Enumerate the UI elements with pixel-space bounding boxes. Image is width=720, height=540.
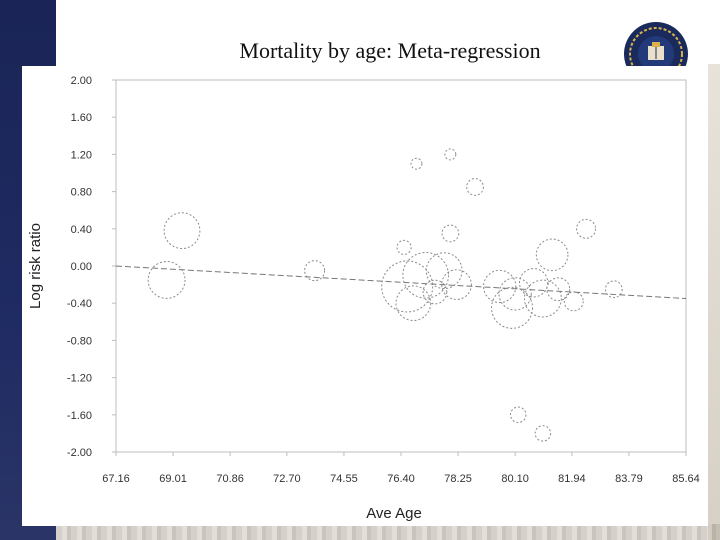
x-tick-label: 76.40 <box>387 473 415 485</box>
data-point-bubble <box>147 261 186 299</box>
data-point-bubble <box>483 269 517 304</box>
x-tick-labels: 67.16 69.01 70.86 72.70 74.55 76.40 78.25 80.10… <box>102 452 700 485</box>
data-point-bubble <box>410 157 423 170</box>
data-point-bubble <box>396 239 412 255</box>
data-point-bubble <box>425 252 463 290</box>
y-axis-label: Log risk ratio <box>27 223 44 309</box>
data-point-bubble <box>381 260 434 313</box>
x-tick-label: 80.10 <box>501 473 529 485</box>
y-tick-label: -1.20 <box>67 373 92 385</box>
slide-bottom-strip <box>56 524 720 540</box>
data-bubbles <box>147 148 623 442</box>
data-point-bubble <box>163 212 201 250</box>
x-tick-label: 78.25 <box>444 473 472 485</box>
data-point-bubble <box>441 224 460 243</box>
x-tick-label: 81.94 <box>558 473 586 485</box>
y-tick-labels: 2.00 1.60 1.20 0.80 0.40 0.00 -0.40 -0.80 -1.20 -… <box>67 75 116 459</box>
y-tick-label: 0.40 <box>71 224 92 236</box>
y-tick-label: -0.80 <box>67 335 92 347</box>
data-point-bubble <box>395 285 432 322</box>
data-point-bubble <box>604 280 623 299</box>
slide-right-strip <box>708 64 720 540</box>
plot-area-border <box>115 79 687 453</box>
data-point-bubble <box>304 260 326 282</box>
data-point-bubble <box>563 291 584 312</box>
data-point-bubble <box>441 269 472 300</box>
x-tick-label: 83.79 <box>615 473 643 485</box>
slide-title: Mortality by age: Meta-regression <box>239 38 541 63</box>
y-tick-label: -0.40 <box>67 298 92 310</box>
y-tick-label: 0.80 <box>71 187 92 199</box>
data-point-bubble <box>422 279 448 305</box>
data-point-bubble <box>491 286 534 329</box>
x-tick-label: 72.70 <box>273 473 301 485</box>
data-point-bubble <box>466 178 484 196</box>
x-tick-label: 85.64 <box>672 473 700 485</box>
x-tick-label: 69.01 <box>159 473 187 485</box>
x-tick-label: 74.55 <box>330 473 358 485</box>
x-tick-label: 67.16 <box>102 473 130 485</box>
x-axis-label: Ave Age <box>366 505 422 522</box>
data-point-bubble <box>402 251 449 299</box>
regression-line <box>115 265 687 300</box>
y-tick-label: 0.00 <box>71 261 92 273</box>
y-tick-label: 1.20 <box>71 149 92 161</box>
y-tick-label: -2.00 <box>67 447 92 459</box>
data-point-bubble <box>546 277 571 302</box>
chart-canvas: 2.00 1.60 1.20 0.80 0.40 0.00 -0.40 -0.80 -1.20 -… <box>27 75 700 522</box>
y-tick-label: 2.00 <box>71 75 92 87</box>
data-point-bubble <box>518 268 549 298</box>
chart-panel: 2.00 1.60 1.20 0.80 0.40 0.00 -0.40 -0.80 -1.20 -… <box>22 66 708 526</box>
data-point-bubble <box>576 218 597 239</box>
chart-axes <box>115 79 687 453</box>
x-tick-label: 70.86 <box>216 473 244 485</box>
data-point-bubble <box>509 406 527 424</box>
data-point-bubble <box>498 277 532 311</box>
data-point-bubble <box>535 238 569 272</box>
y-tick-label: 1.60 <box>71 112 92 124</box>
data-point-bubble <box>523 279 562 318</box>
data-point-bubble <box>534 425 552 442</box>
y-tick-label: -1.60 <box>67 410 92 422</box>
data-point-bubble <box>444 148 457 161</box>
